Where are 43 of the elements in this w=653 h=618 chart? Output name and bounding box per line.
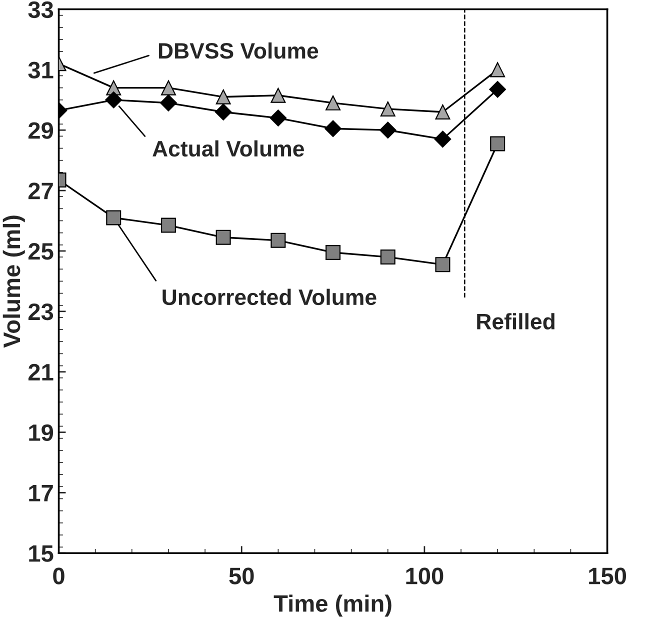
y-tick-label: 25 — [28, 243, 54, 260]
y-tick-label: 23 — [28, 303, 54, 320]
point — [489, 80, 506, 98]
point — [160, 218, 176, 233]
point — [380, 250, 396, 265]
point — [270, 110, 287, 126]
point — [490, 62, 506, 78]
point — [105, 92, 122, 108]
y-tick-label: 31 — [28, 62, 54, 79]
point — [434, 130, 452, 148]
x-axis-title: Time (min) — [274, 594, 392, 617]
point — [379, 122, 396, 139]
x-tick-label: 150 — [589, 568, 626, 584]
point — [435, 257, 450, 272]
point — [216, 230, 231, 245]
annotation: Uncorrected Volume — [162, 288, 376, 306]
point — [380, 101, 396, 116]
x-tick-label: 50 — [229, 568, 254, 584]
y-axis-title: Volume (ml) — [2, 216, 25, 348]
y-tick-label: 29 — [28, 122, 54, 139]
y-tick-label: 19 — [29, 424, 54, 442]
annotation: Actual Volume — [152, 140, 304, 157]
point — [214, 104, 232, 120]
point — [326, 244, 341, 260]
point — [270, 88, 286, 103]
y-tick-label: 17 — [29, 484, 53, 502]
point — [326, 95, 341, 110]
y-tick-label: 27 — [28, 182, 53, 200]
point — [160, 94, 177, 112]
y-tick-label: 15 — [29, 545, 54, 562]
point — [490, 136, 506, 152]
point — [435, 104, 450, 120]
point — [160, 80, 176, 96]
point — [106, 210, 122, 226]
point — [270, 232, 286, 248]
point — [324, 120, 342, 138]
x-tick-label: 100 — [406, 568, 444, 584]
annotation: DBVSS Volume — [158, 42, 318, 59]
point — [216, 89, 231, 104]
y-tick-label: 33 — [28, 1, 54, 18]
y-tick-label: 21 — [28, 364, 54, 380]
ref-line-label: Refilled — [477, 313, 554, 330]
x-tick-label: 0 — [53, 568, 64, 584]
